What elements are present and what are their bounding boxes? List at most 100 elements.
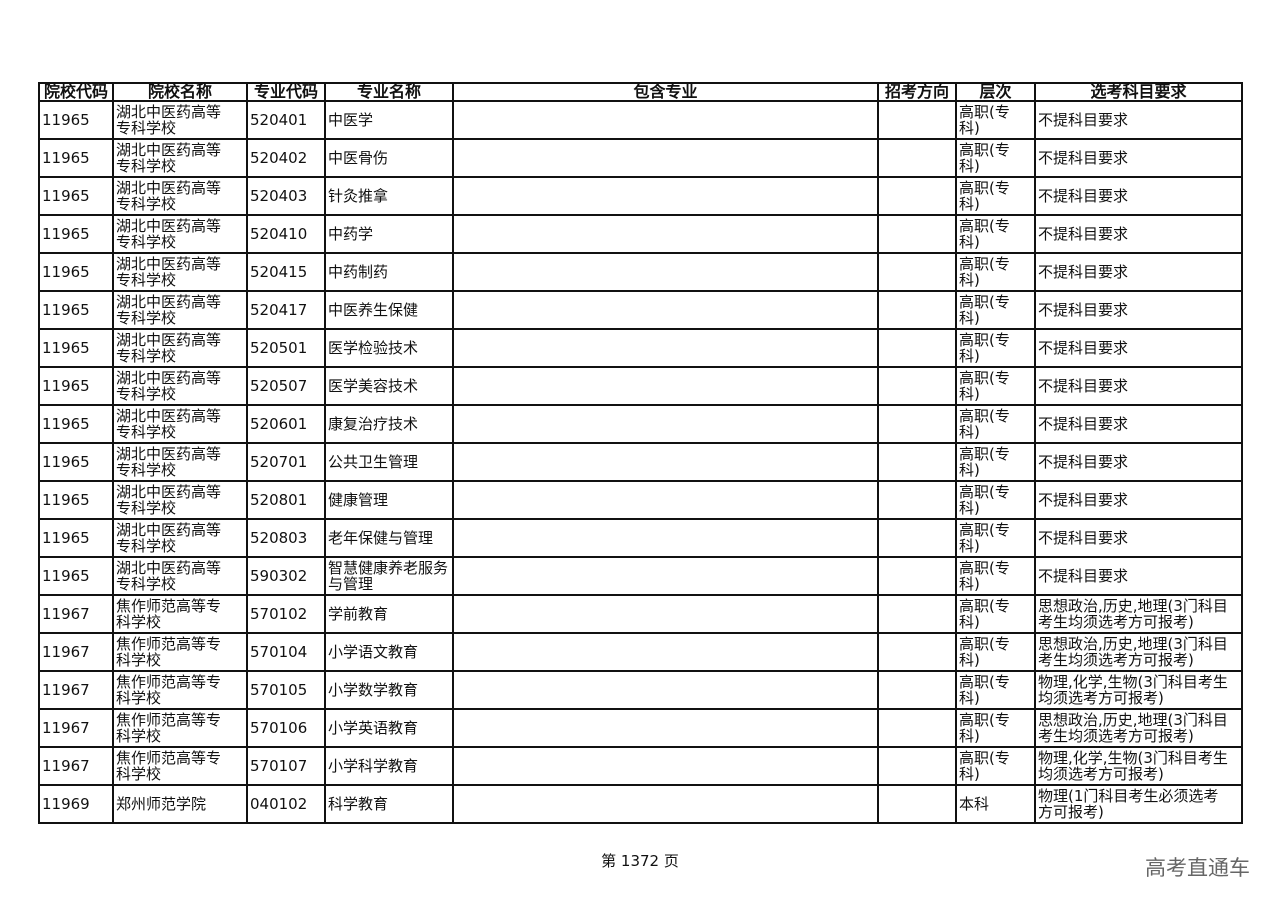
school-name-text: 郑州师范学院 bbox=[116, 795, 207, 813]
major-code-text: 570104 bbox=[250, 643, 308, 661]
cell-admission-direction bbox=[877, 518, 957, 558]
cell-school-name: 焦作师范高等专科学校 bbox=[112, 632, 248, 672]
cell-school-code: 11967 bbox=[38, 708, 114, 748]
school-name-text: 湖北中医药高等专科学校 bbox=[116, 179, 222, 213]
subject-requirements-text: 物理,化学,生物(3门科目考生均须选考方可报考) bbox=[1038, 749, 1228, 783]
cell-major-code: 570102 bbox=[246, 594, 326, 634]
cell-major-code: 520410 bbox=[246, 214, 326, 254]
table-row: 11965 湖北中医药高等专科学校 520601 康复治疗技术 高职(专科) 不提科目要求 bbox=[38, 404, 1243, 444]
cell-school-code: 11965 bbox=[38, 366, 114, 406]
school-name-text: 焦作师范高等专科学校 bbox=[116, 635, 222, 669]
table-row: 11965 湖北中医药高等专科学校 520403 针灸推拿 高职(专科) 不提科目要求 bbox=[38, 176, 1243, 216]
cell-subject-requirements: 不提科目要求 bbox=[1034, 100, 1243, 140]
level-text: 高职(专科) bbox=[959, 711, 1010, 745]
school-code-text: 11965 bbox=[42, 263, 90, 281]
cell-major-name: 小学数学教育 bbox=[324, 670, 454, 710]
cell-major-code: 520415 bbox=[246, 252, 326, 292]
major-code-text: 570106 bbox=[250, 719, 308, 737]
cell-admission-direction bbox=[877, 290, 957, 330]
major-code-text: 570102 bbox=[250, 605, 308, 623]
cell-major-code: 520401 bbox=[246, 100, 326, 140]
cell-subject-requirements: 不提科目要求 bbox=[1034, 404, 1243, 444]
cell-major-code: 040102 bbox=[246, 784, 326, 824]
table-row: 11969 郑州师范学院 040102 科学教育 本科 物理(1门科目考生必须选考方可报考… bbox=[38, 784, 1243, 824]
cell-admission-direction bbox=[877, 214, 957, 254]
school-name-text: 湖北中医药高等专科学校 bbox=[116, 331, 222, 365]
major-name-text: 针灸推拿 bbox=[328, 187, 389, 205]
cell-major-name: 小学科学教育 bbox=[324, 746, 454, 786]
school-name-text: 焦作师范高等专科学校 bbox=[116, 673, 222, 707]
cell-subject-requirements: 物理,化学,生物(3门科目考生均须选考方可报考) bbox=[1034, 746, 1243, 786]
school-name-text: 湖北中医药高等专科学校 bbox=[116, 103, 222, 137]
cell-school-name: 湖北中医药高等专科学校 bbox=[112, 328, 248, 368]
subject-requirements-text: 不提科目要求 bbox=[1038, 263, 1129, 281]
level-text: 高职(专科) bbox=[959, 673, 1010, 707]
table-row: 11965 湖北中医药高等专科学校 590302 智慧健康养老服务与管理 高职(专科) 不… bbox=[38, 556, 1243, 596]
table-row: 11965 湖北中医药高等专科学校 520415 中药制药 高职(专科) 不提科目要求 bbox=[38, 252, 1243, 292]
major-code-text: 520601 bbox=[250, 415, 308, 433]
major-name-text: 中医学 bbox=[328, 111, 374, 129]
cell-subject-requirements: 不提科目要求 bbox=[1034, 252, 1243, 292]
cell-major-code: 520601 bbox=[246, 404, 326, 444]
table-row: 11967 焦作师范高等专科学校 570105 小学数学教育 高职(专科) 物理,化学,生… bbox=[38, 670, 1243, 710]
level-text: 高职(专科) bbox=[959, 141, 1010, 175]
cell-major-name: 康复治疗技术 bbox=[324, 404, 454, 444]
cell-level: 高职(专科) bbox=[955, 328, 1036, 368]
level-text: 高职(专科) bbox=[959, 749, 1010, 783]
cell-major-name: 科学教育 bbox=[324, 784, 454, 824]
major-name-text: 中药制药 bbox=[328, 263, 389, 281]
subject-requirements-text: 不提科目要求 bbox=[1038, 377, 1129, 395]
level-text: 高职(专科) bbox=[959, 255, 1010, 289]
school-code-text: 11965 bbox=[42, 111, 90, 129]
cell-level: 本科 bbox=[955, 784, 1036, 824]
school-code-text: 11969 bbox=[42, 795, 90, 813]
major-name-text: 小学语文教育 bbox=[328, 643, 419, 661]
cell-major-name: 中医养生保健 bbox=[324, 290, 454, 330]
cell-school-code: 11965 bbox=[38, 176, 114, 216]
subject-requirements-text: 思想政治,历史,地理(3门科目考生均须选考方可报考) bbox=[1038, 711, 1228, 745]
table-row: 11965 湖北中医药高等专科学校 520701 公共卫生管理 高职(专科) 不提科目要求 bbox=[38, 442, 1243, 482]
cell-subject-requirements: 物理,化学,生物(3门科目考生均须选考方可报考) bbox=[1034, 670, 1243, 710]
cell-included-majors bbox=[452, 290, 879, 330]
cell-major-name: 学前教育 bbox=[324, 594, 454, 634]
major-name-text: 医学美容技术 bbox=[328, 377, 419, 395]
cell-major-code: 570106 bbox=[246, 708, 326, 748]
table-row: 11967 焦作师范高等专科学校 570106 小学英语教育 高职(专科) 思想政治,历史… bbox=[38, 708, 1243, 748]
cell-subject-requirements: 不提科目要求 bbox=[1034, 176, 1243, 216]
school-name-text: 湖北中医药高等专科学校 bbox=[116, 483, 222, 517]
level-text: 高职(专科) bbox=[959, 597, 1010, 631]
cell-major-code: 520417 bbox=[246, 290, 326, 330]
header-included-majors: 包含专业 bbox=[452, 82, 879, 102]
cell-admission-direction bbox=[877, 252, 957, 292]
cell-included-majors bbox=[452, 746, 879, 786]
cell-major-code: 520402 bbox=[246, 138, 326, 178]
cell-level: 高职(专科) bbox=[955, 290, 1036, 330]
cell-school-name: 湖北中医药高等专科学校 bbox=[112, 176, 248, 216]
cell-school-code: 11965 bbox=[38, 328, 114, 368]
cell-school-name: 焦作师范高等专科学校 bbox=[112, 746, 248, 786]
cell-school-name: 湖北中医药高等专科学校 bbox=[112, 442, 248, 482]
cell-major-code: 520501 bbox=[246, 328, 326, 368]
subject-requirements-text: 不提科目要求 bbox=[1038, 111, 1129, 129]
cell-included-majors bbox=[452, 214, 879, 254]
cell-major-name: 老年保健与管理 bbox=[324, 518, 454, 558]
school-code-text: 11965 bbox=[42, 149, 90, 167]
major-name-text: 中药学 bbox=[328, 225, 374, 243]
cell-included-majors bbox=[452, 252, 879, 292]
school-code-text: 11965 bbox=[42, 453, 90, 471]
school-code-text: 11965 bbox=[42, 491, 90, 509]
cell-school-code: 11965 bbox=[38, 404, 114, 444]
cell-subject-requirements: 不提科目要求 bbox=[1034, 518, 1243, 558]
cell-school-name: 焦作师范高等专科学校 bbox=[112, 670, 248, 710]
major-code-text: 570105 bbox=[250, 681, 308, 699]
page-number: 第 1372 页 bbox=[601, 852, 679, 870]
major-code-text: 590302 bbox=[250, 567, 308, 585]
cell-included-majors bbox=[452, 784, 879, 824]
cell-admission-direction bbox=[877, 480, 957, 520]
cell-subject-requirements: 不提科目要求 bbox=[1034, 138, 1243, 178]
major-name-text: 小学科学教育 bbox=[328, 757, 419, 775]
cell-included-majors bbox=[452, 442, 879, 482]
cell-school-code: 11965 bbox=[38, 214, 114, 254]
cell-level: 高职(专科) bbox=[955, 138, 1036, 178]
subject-requirements-text: 不提科目要求 bbox=[1038, 187, 1129, 205]
